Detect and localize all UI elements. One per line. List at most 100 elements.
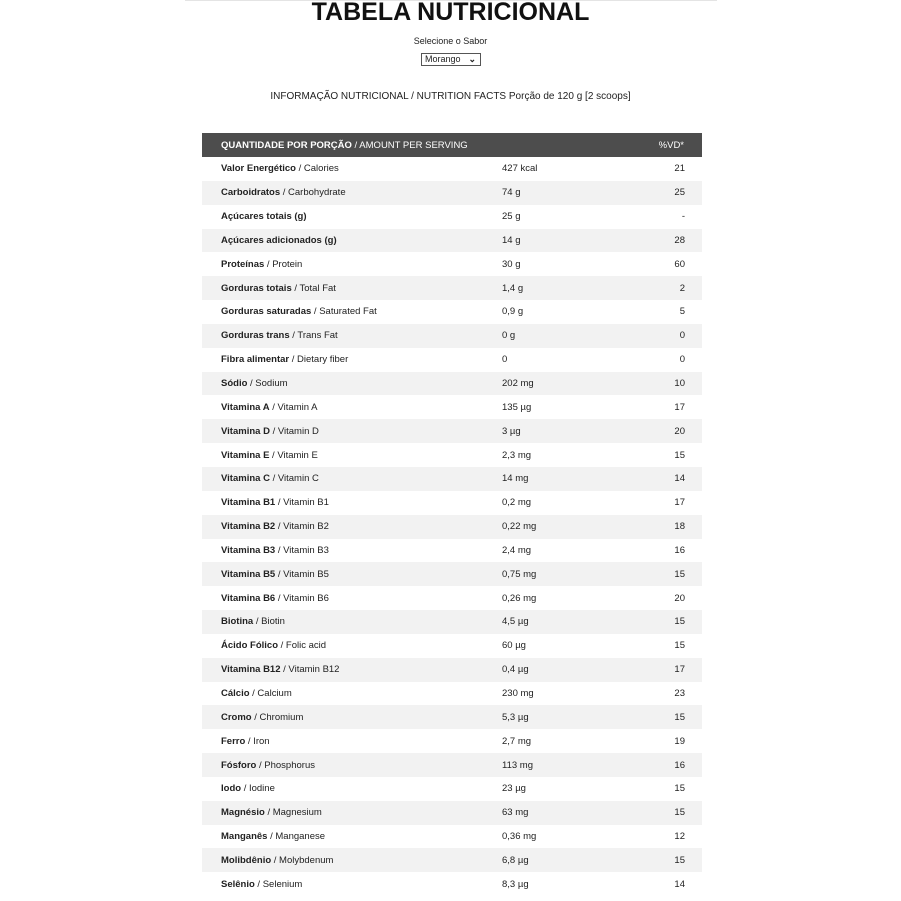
table-row: Gorduras totais / Total Fat 1,4 g 2 [202,276,702,301]
nutrient-amount: 113 mg [502,753,652,777]
nutrient-amount: 0 [502,354,508,366]
table-row: Proteínas / Protein 30 g 60 [202,252,702,276]
nutrient-vd: 17 [674,401,685,413]
nutrient-name: Vitamina B3 / Vitamin B3 [221,544,329,556]
nutrient-name: Vitamina C / Vitamin C [202,466,502,491]
table-row: Vitamina B3 / Vitamin B3 2,4 mg 16 [202,539,702,563]
nutrient-amount: 0,26 mg [502,592,537,604]
nutrient-vd: 18 [652,514,702,539]
table-row: Vitamina A / Vitamin A 135 µg 17 [202,395,702,419]
nutrient-vd: 23 [674,687,685,699]
table-row: Carboidratos / Carbohydrate 74 g 25 [202,180,702,205]
nutrient-amount: 2,4 mg [502,544,532,556]
table-row: Açúcares adicionados (g) 14 g 28 [202,228,702,253]
nutrient-amount: 25 g [502,211,521,223]
table-row: Valor Energético / Calories 427 kcal 21 [202,157,702,181]
nutrient-name: Selênio / Selenium [221,878,303,890]
serving-info: INFORMAÇÃO NUTRICIONAL / NUTRITION FACTS… [270,91,631,102]
nutrient-amount: 14 g [502,228,652,253]
nutrient-vd: 20 [652,419,702,444]
nutrient-name: Vitamina B12 / Vitamin B12 [202,657,502,682]
nutrient-name: Manganês / Manganese [221,831,326,843]
nutrient-vd: 15 [652,705,702,730]
table-row: Vitamina B12 / Vitamin B12 0,4 µg 17 [202,657,702,682]
table-row: Selênio / Selenium 8,3 µg 14 [202,872,702,896]
nutrient-amount: 30 g [502,258,521,270]
nutrient-amount: 202 mg [502,371,652,396]
nutrient-amount: 0,75 mg [502,562,652,587]
table-row: Cromo / Chromium 5,3 µg 15 [202,705,702,730]
nutrient-amount: 135 µg [502,401,532,413]
nutrient-amount: 0,9 g [502,306,524,318]
table-row: Açúcares totais (g) 25 g - [202,205,702,229]
nutrition-table: QUANTIDADE POR PORÇÃO / AMOUNT PER SERVI… [202,133,702,896]
nutrient-vd: 12 [674,831,685,843]
table-row: Vitamina D / Vitamin D 3 µg 20 [202,419,702,444]
table-row: Fósforo / Phosphorus 113 mg 16 [202,753,702,777]
nutrient-name: Iodo / Iodine [221,783,275,795]
nutrient-amount: 0,2 mg [502,497,532,509]
nutrient-vd: 28 [652,228,702,253]
table-row: Manganês / Manganese 0,36 mg 12 [202,825,702,849]
nutrient-vd: 16 [652,753,702,777]
table-row: Biotina / Biotin 4,5 µg 15 [202,610,702,634]
flavor-selected-value: Morango [425,54,461,64]
nutrient-vd: 16 [674,544,685,556]
table-header: QUANTIDADE POR PORÇÃO / AMOUNT PER SERVI… [202,133,702,157]
nutrient-vd: 17 [652,657,702,682]
nutrient-amount: 0,36 mg [502,831,537,843]
nutrient-name: Magnésio / Magnesium [202,800,502,825]
nutrient-amount: 23 µg [502,783,526,795]
nutrient-vd: 2 [652,276,702,301]
nutrient-amount: 230 mg [502,687,534,699]
nutrient-amount: 14 mg [502,466,652,491]
nutrient-name: Vitamina A / Vitamin A [221,401,318,413]
flavor-label: Selecione o Sabor [413,36,488,46]
nutrient-vd: - [681,211,685,223]
nutrient-name: Carboidratos / Carbohydrate [202,180,502,205]
nutrient-name: Gorduras trans / Trans Fat [202,323,502,348]
table-row: Vitamina E / Vitamin E 2,3 mg 15 [202,443,702,467]
nutrient-amount: 0,22 mg [502,514,652,539]
nutrient-name: Sódio / Sodium [202,371,502,396]
table-row: Vitamina C / Vitamin C 14 mg 14 [202,466,702,491]
nutrient-name: Vitamina D / Vitamin D [202,419,502,444]
nutrient-vd: 15 [674,783,685,795]
nutrient-amount: 4,5 µg [502,610,652,634]
nutrient-amount: 427 kcal [502,163,538,175]
nutrient-vd: 5 [679,306,685,318]
nutrient-name: Cromo / Chromium [202,705,502,730]
table-row: Molibdênio / Molybdenum 6,8 µg 15 [202,848,702,873]
nutrient-vd: 17 [674,497,685,509]
nutrient-amount: 5,3 µg [502,705,652,730]
nutrient-name: Vitamina B5 / Vitamin B5 [202,562,502,587]
table-row: Gorduras saturadas / Saturated Fat 0,9 g… [202,300,702,324]
nutrient-vd: 15 [652,562,702,587]
nutrient-name: Açúcares totais (g) [221,211,307,223]
nutrient-vd: 15 [652,610,702,634]
nutrient-name: Vitamina E / Vitamin E [221,449,318,461]
nutrient-amount: 6,8 µg [502,848,652,873]
nutrient-name: Açúcares adicionados (g) [202,228,502,253]
nutrient-name: Vitamina B1 / Vitamin B1 [221,497,329,509]
nutrient-amount: 0 g [502,323,652,348]
nutrient-vd: 14 [652,466,702,491]
nutrient-vd: 10 [652,371,702,396]
nutrient-amount: 0,4 µg [502,657,652,682]
nutrient-name: Valor Energético / Calories [221,163,339,175]
table-row: Fibra alimentar / Dietary fiber 0 0 [202,348,702,372]
nutrient-amount: 3 µg [502,419,652,444]
flavor-select[interactable]: Morango ⌄ [421,53,481,66]
table-row: Vitamina B1 / Vitamin B1 0,2 mg 17 [202,491,702,515]
nutrient-amount: 2,7 mg [502,735,532,747]
nutrient-vd: 25 [652,180,702,205]
nutrient-vd: 14 [674,878,685,890]
table-row: Cálcio / Calcium 230 mg 23 [202,682,702,706]
header-amount-per-serving: QUANTIDADE POR PORÇÃO / AMOUNT PER SERVI… [202,133,652,157]
nutrient-vd: 15 [674,640,685,652]
table-row: Ferro / Iron 2,7 mg 19 [202,729,702,753]
nutrient-name: Cálcio / Calcium [221,687,292,699]
nutrient-vd: 21 [674,163,685,175]
chevron-down-icon: ⌄ [468,54,476,64]
table-row: Gorduras trans / Trans Fat 0 g 0 [202,323,702,348]
